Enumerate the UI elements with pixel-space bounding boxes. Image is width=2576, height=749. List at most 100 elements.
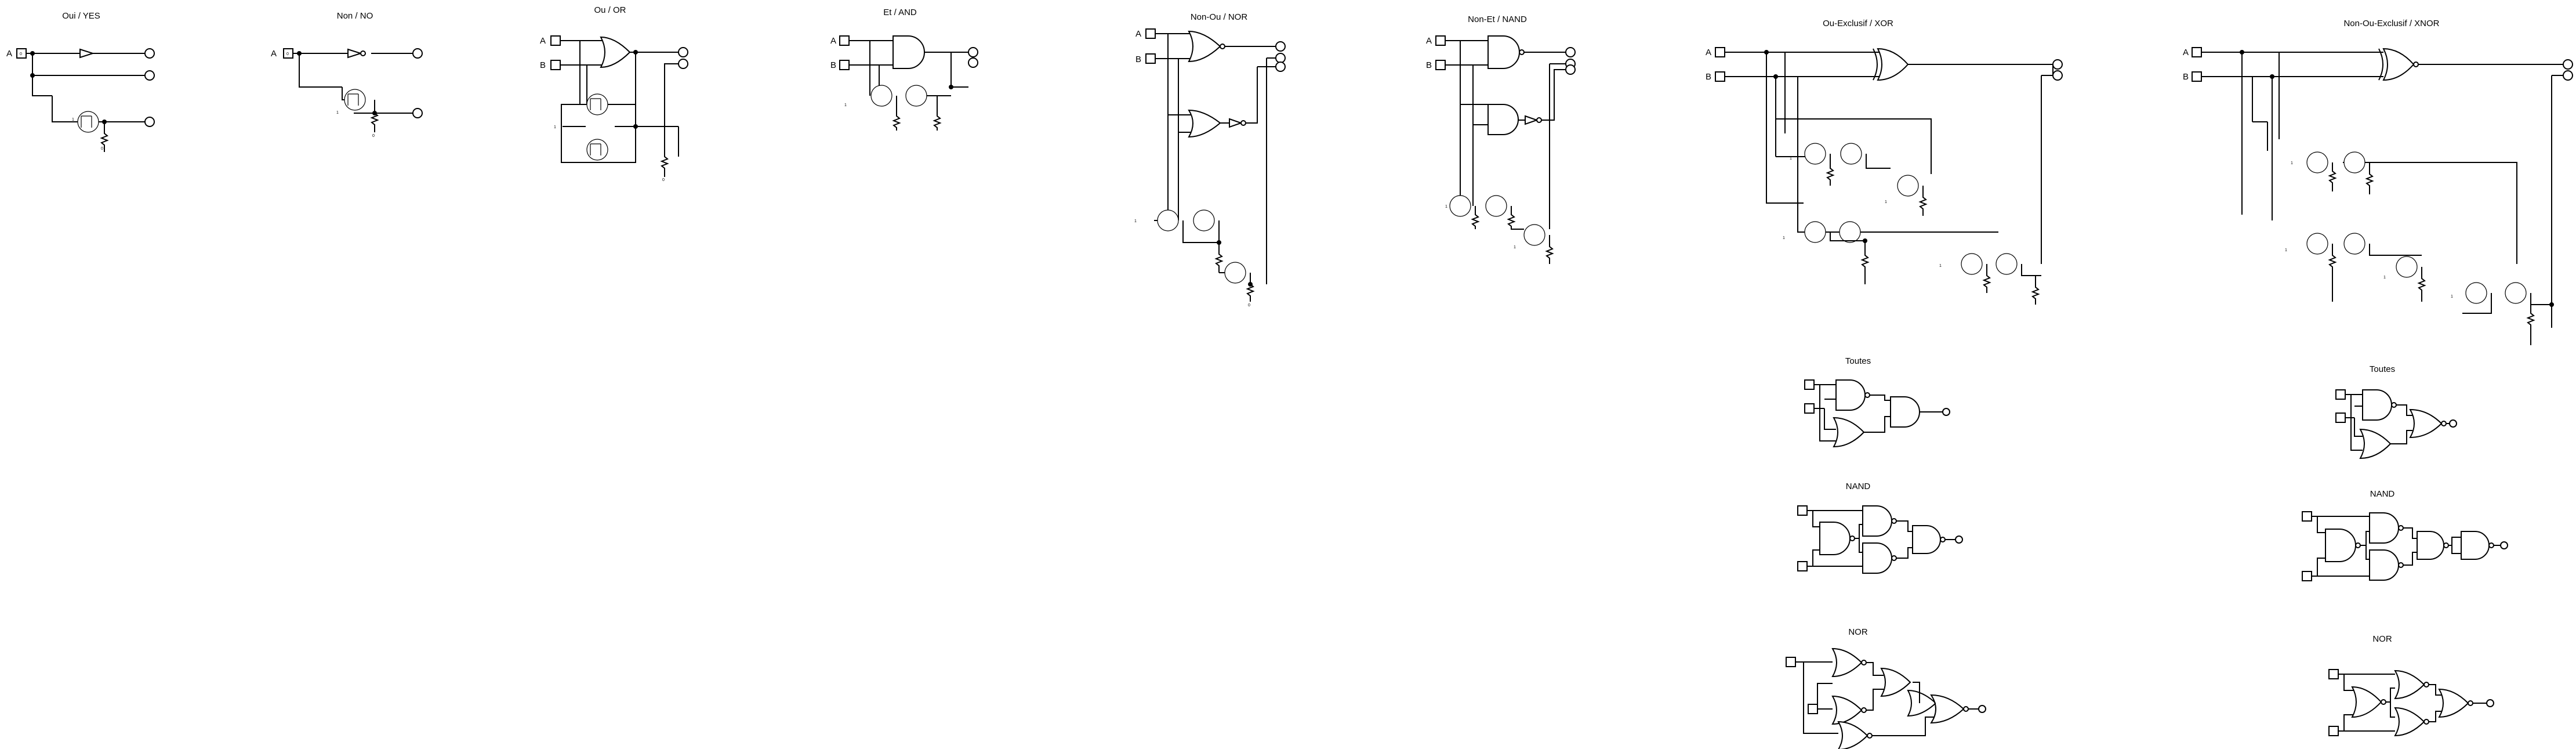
title-nor: Non-Ou / NOR	[1191, 12, 1248, 22]
xnor-transistor-3	[2306, 233, 2328, 255]
xnor-all-or	[2359, 428, 2392, 459]
xnor-all-output	[2449, 419, 2457, 428]
xor-all-input-a[interactable]	[1804, 379, 1815, 390]
no-output-1	[412, 48, 423, 59]
svg-text:1: 1	[2383, 276, 2386, 280]
xor-all-input-b[interactable]	[1804, 403, 1815, 414]
nand-transistor-3	[1523, 224, 1545, 246]
and-label-b: B	[830, 60, 836, 70]
xor-transistor-5	[1839, 221, 1861, 243]
nand-output-3	[1565, 64, 1576, 75]
xor-nand-input-b[interactable]	[1797, 561, 1808, 571]
xnor-nand-input-b[interactable]	[2302, 571, 2312, 581]
or-output-2	[678, 59, 688, 69]
yes-transistor: 0 1	[52, 96, 109, 152]
or-input-a[interactable]	[550, 35, 561, 46]
and-transistor-2	[905, 85, 927, 107]
xor-nand-output	[1955, 535, 1963, 544]
xnor-nor-input-b[interactable]	[2328, 726, 2339, 736]
xor-nand-gate-3	[1862, 542, 1892, 574]
xnor-nor-gate-1	[2351, 686, 2382, 718]
xnor-transistor-2	[2343, 151, 2365, 173]
no-transistor: 1 0	[336, 87, 379, 138]
xor-output-2	[2052, 70, 2063, 81]
xor-nor-input-a[interactable]	[1786, 657, 1796, 667]
xor-nor-input-b[interactable]	[1808, 704, 1818, 714]
nor-input-b[interactable]	[1145, 53, 1156, 64]
svg-text:1: 1	[1790, 157, 1792, 161]
svg-text:1: 1	[1783, 236, 1785, 240]
xnor-nor-gate-2	[2394, 670, 2425, 700]
xor-all-output	[1942, 408, 1950, 416]
svg-text:1: 1	[1134, 219, 1137, 223]
xor-all-nand	[1835, 379, 1866, 411]
svg-text:1: 1	[2285, 248, 2287, 252]
svg-text:0: 0	[20, 52, 22, 56]
title-xnor: Non-Ou-Exclusif / XNOR	[2343, 19, 2439, 28]
xnor-transistor-6	[2465, 282, 2487, 304]
xnor-input-a[interactable]	[2192, 47, 2202, 57]
xnor-nand-gate-5	[2461, 531, 2490, 560]
yes-buffer-gate	[79, 48, 95, 59]
xnor-all-input-b[interactable]	[2335, 413, 2346, 423]
and-circuit: A B 1	[830, 35, 978, 131]
xnor-all-gates	[2335, 389, 2457, 459]
yes-output-2	[144, 70, 155, 81]
and-input-b[interactable]	[839, 60, 850, 70]
and-input-a[interactable]	[839, 35, 850, 46]
xor-input-b[interactable]	[1715, 71, 1725, 82]
xnor-nor-input-a[interactable]	[2328, 669, 2339, 679]
xnor-nand-gate-4	[2417, 531, 2444, 560]
xnor-output-1	[2563, 59, 2573, 70]
svg-text:1: 1	[2451, 295, 2453, 299]
nor-transistor-3	[1224, 262, 1246, 284]
xnor-all-nor	[2409, 408, 2443, 439]
title-xnor-nand: NAND	[2370, 489, 2395, 499]
title-xor: Ou-Exclusif / XOR	[1823, 19, 1893, 28]
xnor-circuit: A B 1 1 1 1	[2183, 47, 2573, 345]
svg-text:0: 0	[662, 178, 665, 182]
nor-transistor-1	[1157, 209, 1179, 231]
xnor-nand-gates	[2302, 511, 2508, 581]
nand-input-a[interactable]	[1435, 35, 1446, 46]
title-xnor-all: Toutes	[2370, 364, 2395, 374]
xor-nor-output	[1978, 705, 1986, 713]
nor-output-3	[1275, 61, 1286, 72]
xor-output-1	[2052, 59, 2063, 70]
or-gate	[600, 36, 631, 68]
xor-nor-gate-1	[1831, 647, 1863, 678]
xor-transistor-3	[1897, 175, 1919, 197]
xor-nand-input-a[interactable]	[1797, 505, 1808, 516]
xor-all-and	[1890, 396, 1920, 428]
or-input-b[interactable]	[550, 60, 561, 70]
xor-input-a[interactable]	[1715, 47, 1725, 57]
or-label-a: A	[540, 36, 546, 46]
nor-output-2	[1275, 53, 1286, 63]
nor-or-gate	[1188, 109, 1221, 138]
xor-transistor-4	[1804, 221, 1826, 243]
xnor-all-input-a[interactable]	[2335, 389, 2346, 400]
svg-text:1: 1	[1885, 200, 1887, 204]
svg-text:1: 1	[336, 111, 339, 115]
xnor-nand-input-a[interactable]	[2302, 511, 2312, 522]
nor-input-a[interactable]	[1145, 28, 1156, 39]
xnor-input-b[interactable]	[2192, 71, 2202, 82]
no-output-2	[412, 108, 423, 118]
svg-text:0: 0	[1248, 303, 1250, 307]
xor-gate	[1877, 48, 1909, 81]
xor-nand-gate-2	[1862, 505, 1892, 537]
nand-input-b[interactable]	[1435, 60, 1446, 70]
xor-circuit: A B 1 1 1 1	[1706, 47, 2063, 305]
xor-nand-gates	[1797, 505, 1963, 574]
xor-transistor-7	[1996, 253, 2018, 275]
and-transistor-1	[870, 85, 892, 107]
nor-transistor-2	[1193, 209, 1215, 231]
nor-gate	[1188, 30, 1221, 63]
title-or: Ou / OR	[594, 5, 626, 15]
nand-and-gate	[1487, 104, 1519, 135]
svg-text:1: 1	[554, 125, 556, 129]
xor-label-b: B	[1706, 72, 1711, 82]
title-xnor-nor: NOR	[2372, 634, 2392, 644]
or-circuit: A B 1 0	[540, 35, 688, 182]
